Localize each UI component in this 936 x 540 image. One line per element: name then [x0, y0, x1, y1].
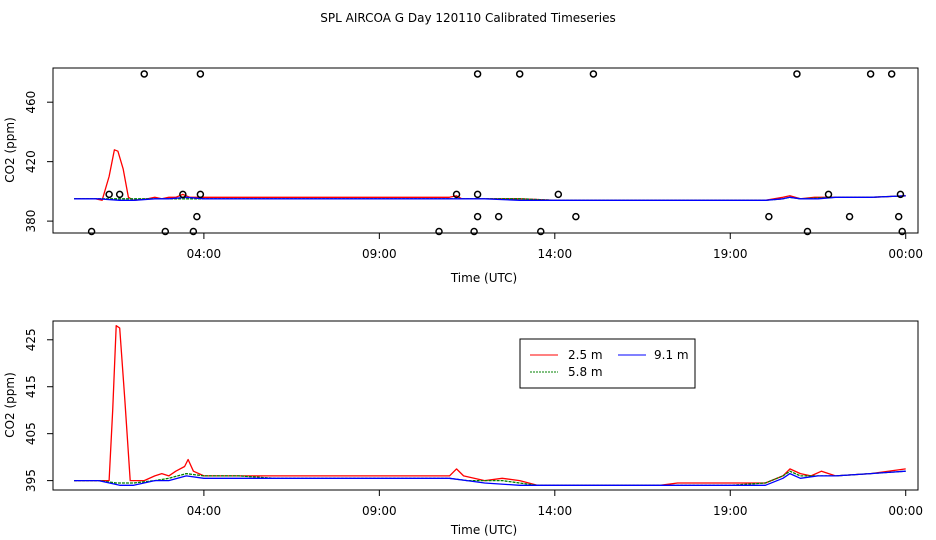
top-outlier-point	[193, 212, 201, 221]
bottom-panel: Time (UTC) CO2 (ppm) 2.5 m 5.8 m 9.1 m 0…	[3, 320, 923, 537]
top-outlier-point	[473, 190, 482, 199]
top-outlier-point	[452, 190, 461, 199]
top-y-tick-label: 380	[24, 210, 38, 233]
top-x-tick-label: 19:00	[713, 247, 748, 261]
top-outlier-point	[765, 212, 773, 221]
top-outlier-point	[554, 190, 563, 199]
bottom-x-tick-label: 14:00	[538, 504, 573, 518]
bottom-x-tick-label: 04:00	[187, 504, 222, 518]
top-x-tick-label: 04:00	[187, 247, 222, 261]
legend-label-5-8m: 5.8 m	[568, 365, 603, 379]
top-x-axis-label: Time (UTC)	[450, 271, 517, 285]
legend-label-9-1m: 9.1 m	[654, 348, 689, 362]
bottom-y-tick-label: 405	[24, 422, 38, 445]
legend: 2.5 m 5.8 m 9.1 m	[519, 338, 696, 389]
top-outlier-point	[115, 190, 124, 199]
legend-box	[519, 338, 696, 389]
top-outlier-point	[140, 70, 148, 78]
bottom-x-tick-label: 00:00	[888, 504, 923, 518]
top-plot-frame	[52, 67, 919, 234]
top-outlier-point	[824, 190, 833, 199]
top-outlier-point	[803, 227, 812, 236]
top-outlier-point	[896, 190, 905, 199]
bottom-y-tick-label: 415	[24, 375, 38, 398]
top-outlier-point	[470, 227, 478, 236]
top-outlier-point	[494, 212, 503, 221]
top-outlier-point	[866, 70, 875, 78]
top-outlier-point	[515, 70, 524, 78]
top-outlier-point	[196, 190, 205, 199]
top-outlier-point	[161, 227, 170, 236]
top-x-tick-label: 00:00	[888, 247, 923, 261]
legend-label-2-5m: 2.5 m	[568, 348, 603, 362]
top-outlier-point	[196, 70, 205, 78]
top-outlier-point	[887, 70, 896, 78]
bottom-series-2-5-m	[74, 325, 906, 486]
top-series-9-1-m	[74, 195, 906, 201]
bottom-y-axis-label: CO2 (ppm)	[3, 372, 17, 438]
top-outlier-point	[589, 70, 598, 78]
top-outlier-point	[87, 227, 96, 236]
top-y-tick-label: 420	[24, 150, 38, 173]
bottom-series-5-8-m	[74, 470, 906, 486]
bottom-x-tick-label: 19:00	[713, 504, 748, 518]
bottom-plot-frame	[52, 320, 919, 491]
top-series-2-5-m	[74, 149, 906, 201]
top-outlier-point	[894, 212, 903, 221]
top-outlier-point	[898, 227, 906, 236]
top-x-tick-label: 14:00	[538, 247, 573, 261]
bottom-x-axis-label: Time (UTC)	[450, 523, 517, 537]
top-outlier-point	[179, 190, 187, 199]
top-outlier-point	[105, 190, 113, 199]
top-outlier-point	[435, 227, 443, 236]
bottom-y-tick-label: 395	[24, 469, 38, 492]
top-panel: Time (UTC) CO2 (ppm) 04:00 09:00 14:00 19:0…	[3, 67, 923, 285]
top-x-tick-label: 09:00	[362, 247, 397, 261]
top-outlier-point	[572, 212, 580, 221]
top-outlier-point	[473, 70, 482, 78]
top-y-axis-label: CO2 (ppm)	[3, 117, 17, 183]
top-outlier-point	[473, 212, 482, 221]
chart-title: SPL AIRCOA G Day 120110 Calibrated Times…	[320, 11, 615, 25]
bottom-y-tick-label: 425	[24, 328, 38, 351]
bottom-series-9-1-m	[74, 470, 906, 486]
bottom-x-tick-label: 09:00	[362, 504, 397, 518]
top-outlier-point	[793, 70, 801, 78]
top-outlier-point	[845, 212, 854, 221]
top-outlier-point	[189, 227, 198, 236]
top-y-tick-label: 460	[24, 91, 38, 114]
top-outlier-point	[537, 227, 545, 236]
